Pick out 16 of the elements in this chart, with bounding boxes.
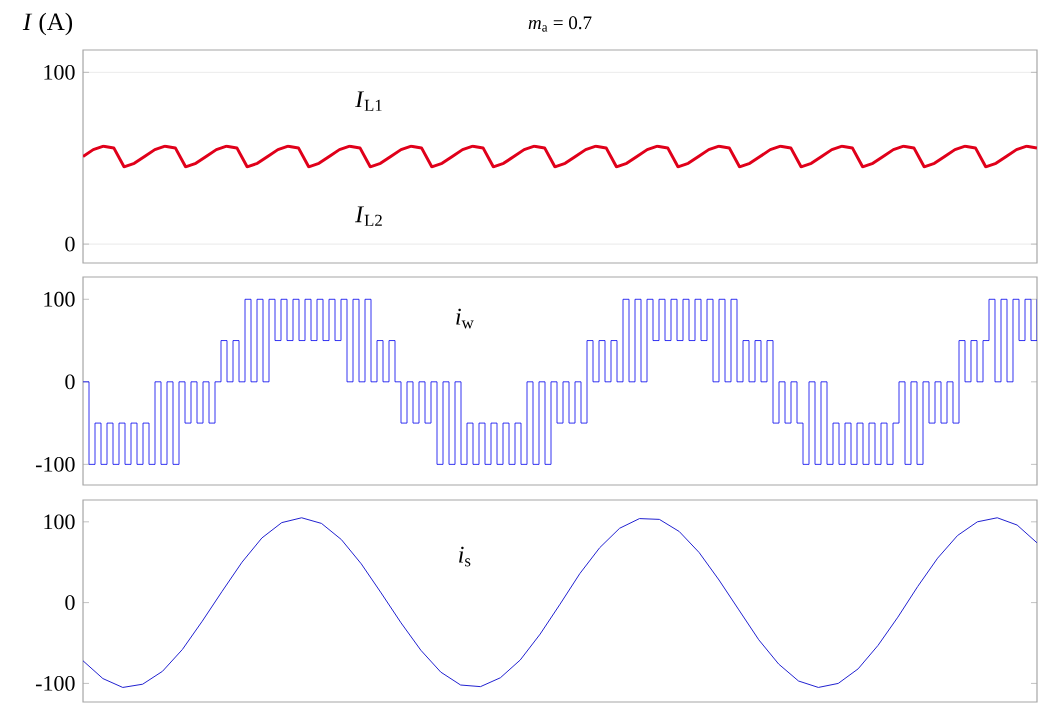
- line-series: [83, 517, 1037, 688]
- y-tick-label: 100: [44, 291, 75, 307]
- y-tick-label: 100: [44, 64, 75, 80]
- y-tick-label: 0: [65, 236, 75, 252]
- annotation: i$_{w}$: [456, 308, 474, 329]
- y-tick-label: 0: [65, 374, 75, 390]
- y-axis-title: I (A): [22, 12, 73, 36]
- y-tick-label: 100: [44, 514, 75, 530]
- annotation: I$_{L2}$: [355, 206, 382, 226]
- y-tick-label: -100: [35, 456, 75, 472]
- y-tick-label: 0: [65, 595, 75, 611]
- chart-title: m$_{a}$ = 0.7: [528, 16, 592, 32]
- annotation: I$_{L1}$: [355, 91, 382, 111]
- annotation: i$_{s}$: [459, 546, 471, 567]
- line-series: [83, 144, 1037, 169]
- y-tick-label: -100: [35, 675, 75, 691]
